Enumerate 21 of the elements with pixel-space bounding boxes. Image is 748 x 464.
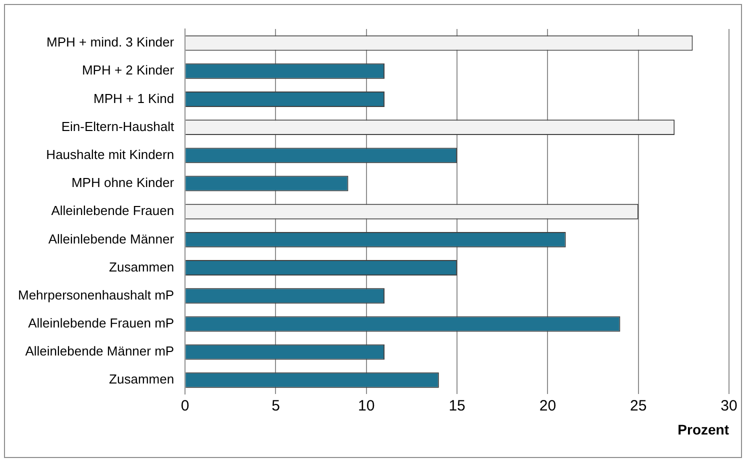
y-tick-label: MPH ohne Kinder: [71, 175, 175, 190]
y-tick-label: MPH + 2 Kinder: [82, 62, 175, 78]
y-tick-label: MPH + 1 Kind: [94, 90, 174, 106]
y-tick-label: Alleinlebende Frauen: [51, 203, 174, 218]
x-axis-title: Prozent: [678, 421, 730, 438]
y-tick-label: Mehrpersonenhaushalt mP: [18, 287, 174, 302]
y-tick-label: Alleinlebende Männer: [48, 231, 175, 246]
y-tick-label: Alleinlebende Männer mP: [25, 344, 174, 359]
y-tick-label: Ein-Eltern-Haushalt: [61, 118, 174, 134]
x-tick-label: 5: [272, 397, 280, 414]
y-tick-label: MPH + mind. 3 Kinder: [46, 34, 175, 50]
x-tick-label: 30: [720, 397, 738, 414]
y-tick-label: Haushalte mit Kindern: [46, 146, 174, 162]
y-tick-label: Alleinlebende Frauen mP: [28, 316, 174, 331]
x-tick-label: 0: [180, 397, 190, 414]
x-tick-label: 20: [539, 397, 556, 414]
x-tick-label: 15: [448, 397, 466, 414]
y-tick-label: Zusammen: [109, 372, 174, 387]
x-tick-label: 10: [358, 397, 375, 414]
x-tick-label: 25: [630, 397, 647, 414]
y-tick-label: Zusammen: [109, 259, 174, 274]
